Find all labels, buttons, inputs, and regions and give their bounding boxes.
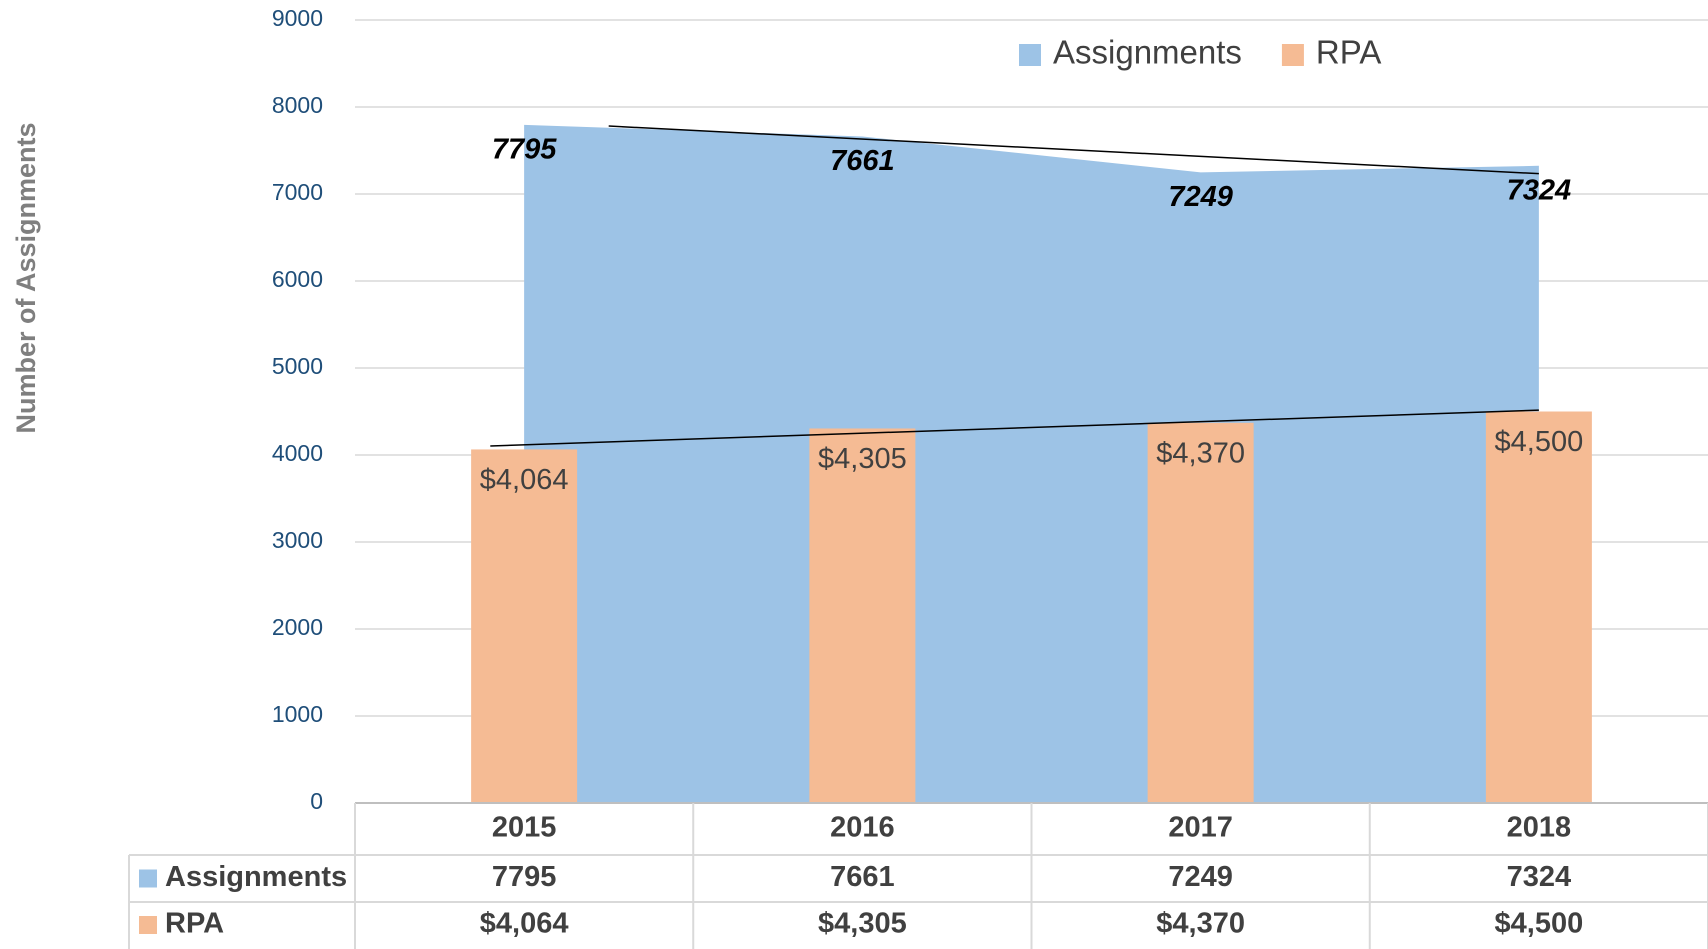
legend-label: RPA (1316, 34, 1381, 71)
data-label: 7249 (1168, 181, 1233, 213)
data-label: 7795 (492, 133, 557, 165)
table-cell: $4,500 (1495, 908, 1584, 940)
y-axis-title: Number of Assignments (11, 122, 41, 433)
legend-swatch (1019, 44, 1041, 66)
data-label: $4,305 (818, 443, 907, 475)
table-cell: $4,305 (818, 908, 907, 940)
bar (471, 449, 578, 803)
bar (809, 428, 916, 803)
y-tick-label: 8000 (272, 92, 323, 118)
y-tick-label: 0 (310, 788, 323, 814)
y-tick-label: 9000 (272, 5, 323, 31)
y-tick-label: 5000 (272, 353, 323, 379)
table-cell: $4,370 (1156, 908, 1245, 940)
y-tick-label: 3000 (272, 527, 323, 553)
data-label: $4,064 (480, 464, 569, 496)
data-label: 7324 (1507, 174, 1572, 206)
table-cell: 7661 (830, 861, 895, 893)
y-tick-label: 4000 (272, 440, 323, 466)
y-tick-label: 2000 (272, 614, 323, 640)
table-row-label: Assignments (165, 861, 347, 893)
bar (1147, 422, 1254, 803)
table-cell: 7324 (1507, 861, 1572, 893)
area (524, 124, 1539, 803)
table-cell: 7249 (1168, 861, 1233, 893)
table-cell: $4,064 (480, 908, 569, 940)
y-tick-label: 7000 (272, 179, 323, 205)
table-cell: 7795 (492, 861, 557, 893)
table-legend-swatch (139, 869, 157, 888)
trendline (490, 409, 1539, 447)
data-label: $4,370 (1156, 437, 1245, 469)
x-tick-label: 2016 (830, 812, 895, 844)
x-tick-label: 2017 (1168, 812, 1233, 844)
bar (1485, 411, 1592, 803)
trendline (608, 125, 1539, 175)
table-row-label: RPA (165, 908, 224, 940)
data-label: 7661 (830, 145, 895, 177)
y-tick-label: 1000 (272, 701, 323, 727)
table-legend-swatch (139, 916, 157, 934)
x-tick-label: 2015 (492, 812, 557, 844)
legend-swatch (1281, 44, 1304, 66)
data-label: $4,500 (1495, 426, 1584, 458)
legend-label: Assignments (1053, 34, 1242, 71)
x-tick-label: 2018 (1507, 812, 1572, 844)
y-tick-label: 6000 (272, 266, 323, 292)
